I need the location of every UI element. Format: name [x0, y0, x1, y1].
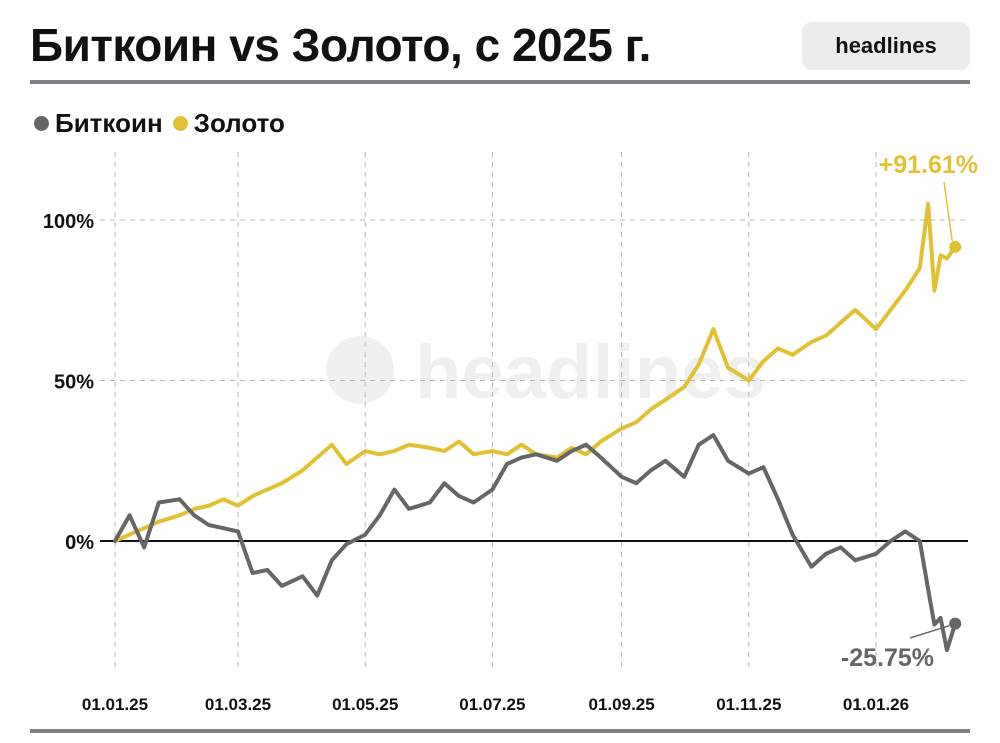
legend-item-gold: Золото: [172, 108, 285, 139]
x-tick-label: 01.01.25: [82, 695, 148, 714]
x-axis-ticks: 01.01.25 01.03.25 01.05.25 01.07.25 01.09.25…: [82, 695, 909, 714]
y-tick-label: 50%: [54, 372, 94, 394]
x-tick-label: 01.11.25: [716, 695, 781, 714]
x-tick-label: 01.07.25: [459, 695, 525, 714]
chart-title: Биткоин vs Золото, с 2025 г.: [30, 19, 651, 71]
bottom-divider: [30, 729, 970, 733]
legend-dot-bitcoin-icon: [34, 116, 49, 131]
callout-line-gold: [943, 181, 953, 242]
legend-label-bitcoin: Биткоин: [55, 108, 163, 138]
x-tick-label: 01.05.25: [332, 695, 398, 714]
chart-legend: Биткоин Золото: [34, 108, 295, 139]
y-tick-label: 100%: [43, 211, 94, 233]
x-tick-label: 01.01.26: [843, 695, 909, 714]
watermark: headlines: [326, 330, 766, 415]
legend-label-gold: Золото: [193, 108, 285, 138]
series-line-gold: [113, 201, 958, 543]
end-marker-bitcoin: [949, 617, 962, 630]
callout-line-bitcoin: [909, 624, 950, 639]
brand-badge: headlines: [802, 22, 970, 70]
series-line-bitcoin: [113, 433, 958, 653]
end-marker-gold: [949, 240, 962, 253]
watermark-text: headlines: [415, 330, 766, 415]
chart-grid: [100, 152, 968, 672]
x-tick-label: 01.03.25: [205, 695, 271, 714]
y-tick-label: 0%: [65, 532, 94, 554]
legend-item-bitcoin: Биткоин: [34, 108, 163, 139]
y-axis-ticks: 0% 50% 100%: [43, 211, 94, 554]
x-tick-label: 01.09.25: [589, 695, 655, 714]
title-divider: [30, 80, 970, 84]
watermark-logo-icon: [326, 336, 394, 404]
legend-dot-gold-icon: [172, 116, 188, 131]
annotation-gold-change: +91.61%: [879, 151, 978, 179]
annotation-bitcoin-change: -25.75%: [841, 644, 934, 672]
